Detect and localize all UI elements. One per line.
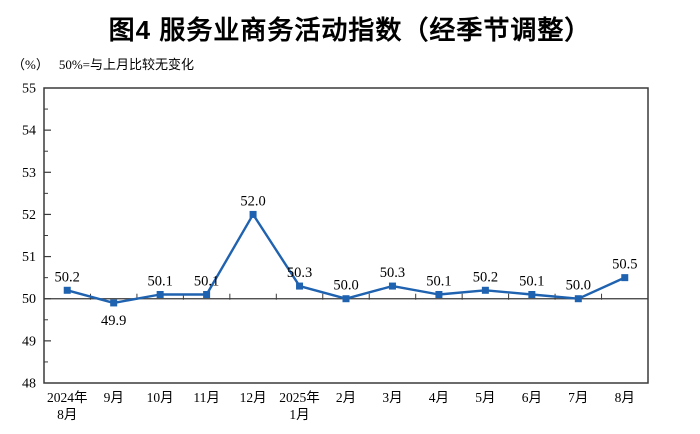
x-axis-tick-label: 3月 bbox=[382, 390, 402, 405]
data-point-marker bbox=[203, 291, 211, 298]
y-axis-unit-label: （%） bbox=[12, 57, 49, 72]
data-point-marker bbox=[481, 286, 489, 294]
data-point-marker bbox=[574, 295, 582, 303]
data-point-marker bbox=[156, 291, 164, 298]
data-point-label: 50.1 bbox=[194, 274, 219, 290]
x-axis-tick-label: 2月 bbox=[336, 390, 356, 405]
x-axis-tick-label: 12月 bbox=[240, 390, 267, 405]
data-point-label: 50.2 bbox=[473, 269, 498, 285]
data-point-label: 50.0 bbox=[333, 278, 358, 294]
x-axis-tick-label: 2024年 bbox=[47, 390, 88, 405]
data-point-marker bbox=[621, 274, 629, 282]
data-point-label: 52.0 bbox=[240, 193, 265, 209]
data-point-label: 50.1 bbox=[426, 274, 451, 290]
data-point-label: 50.3 bbox=[287, 265, 312, 281]
data-point-label: 50.1 bbox=[519, 274, 544, 290]
data-point-marker bbox=[388, 282, 396, 290]
data-point-label: 50.0 bbox=[566, 278, 591, 294]
x-axis-tick-label: 8月 bbox=[57, 407, 77, 422]
data-point-marker bbox=[435, 291, 443, 298]
data-point-marker bbox=[63, 286, 71, 294]
data-point-marker bbox=[249, 210, 257, 218]
y-axis-tick-label: 52 bbox=[22, 208, 36, 223]
data-point-marker bbox=[110, 299, 118, 307]
plot-border bbox=[43, 87, 649, 384]
y-axis-tick-label: 53 bbox=[22, 166, 36, 181]
y-axis-tick-label: 55 bbox=[22, 82, 36, 97]
chart-subtitle: （%） 50%=与上月比较无变化 bbox=[12, 54, 194, 73]
y-axis-tick-label: 51 bbox=[22, 250, 36, 265]
data-point-label: 49.9 bbox=[101, 313, 126, 329]
data-point-label: 50.1 bbox=[147, 274, 172, 290]
x-axis-tick-label: 2025年 bbox=[279, 390, 320, 405]
y-axis-tick-label: 48 bbox=[22, 377, 36, 392]
y-axis-tick-label: 54 bbox=[22, 124, 36, 139]
reference-note: 50%=与上月比较无变化 bbox=[58, 57, 195, 72]
x-axis-tick-label: 5月 bbox=[475, 390, 495, 405]
data-point-label: 50.5 bbox=[612, 257, 637, 273]
x-axis-tick-label: 9月 bbox=[104, 390, 124, 405]
x-axis-tick-label: 4月 bbox=[429, 390, 449, 405]
chart-title: 图4 服务业商务活动指数（经季节调整） bbox=[108, 15, 592, 45]
x-axis-tick-label: 6月 bbox=[522, 390, 542, 405]
x-axis-tick-label: 10月 bbox=[147, 390, 174, 405]
data-point-label: 50.2 bbox=[55, 269, 80, 285]
x-axis-tick-label: 8月 bbox=[615, 390, 635, 405]
data-point-marker bbox=[296, 282, 304, 290]
x-axis-tick-label: 1月 bbox=[289, 407, 309, 422]
x-axis-tick-label: 11月 bbox=[193, 390, 220, 405]
y-axis-tick-label: 49 bbox=[22, 334, 36, 349]
y-axis-tick-label: 50 bbox=[22, 292, 36, 307]
x-axis-tick-label: 7月 bbox=[568, 390, 588, 405]
data-point-marker bbox=[528, 291, 536, 298]
data-point-label: 50.3 bbox=[380, 265, 405, 281]
data-point-marker bbox=[342, 295, 350, 303]
